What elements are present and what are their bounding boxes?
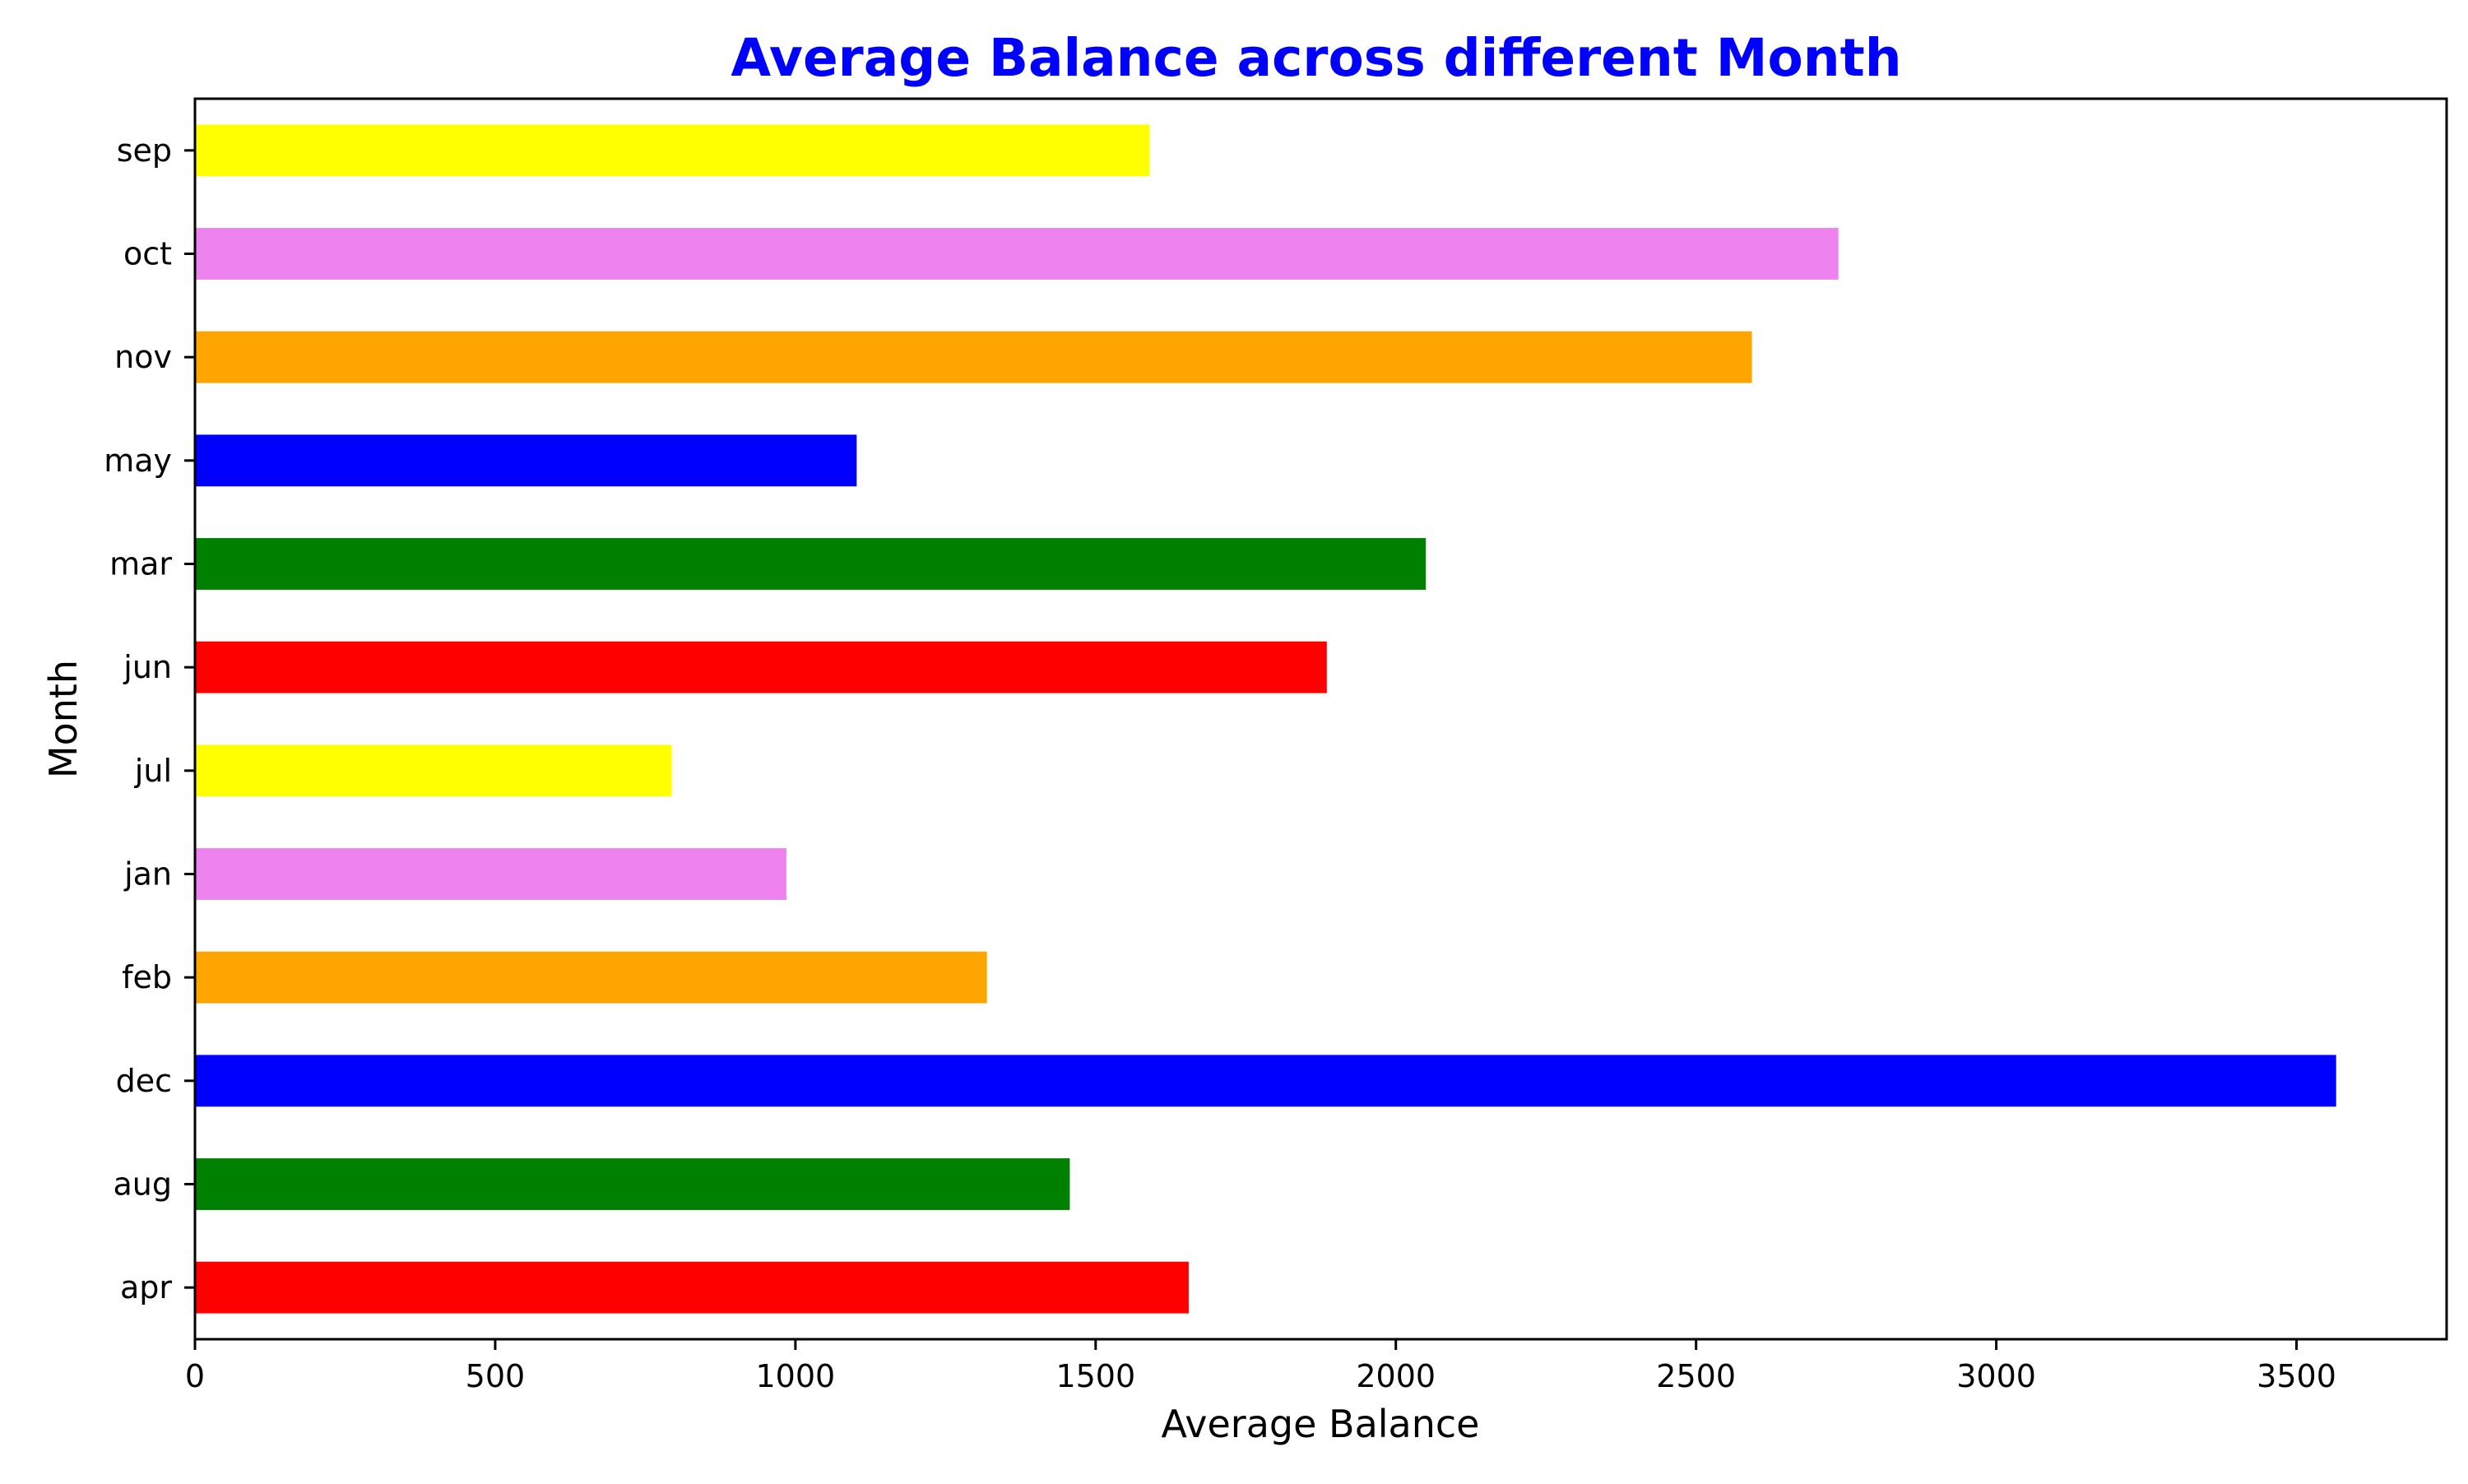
x-tick-label-500: 500 [466,1358,526,1394]
bar-may [195,434,857,487]
bar-oct [195,228,1839,280]
bar-jun [195,641,1327,693]
y-tick-label-aug: aug [114,1166,173,1203]
y-tick-label-oct: oct [123,236,172,272]
x-axis-label: Average Balance [1162,1402,1480,1446]
x-axis-ticks: 0 500 1000 1500 2000 2500 3000 3500 [185,1339,2336,1394]
bar-aug [195,1158,1070,1210]
y-axis-label: Month [41,660,86,778]
bar-sep [195,124,1150,177]
bar-mar [195,538,1427,590]
y-tick-label-mar: mar [109,546,172,582]
chart-title: Average Balance across different Month [731,28,1901,88]
y-tick-label-jul: jul [134,753,172,789]
y-tick-label-feb: feb [122,959,172,995]
y-tick-label-sep: sep [117,132,172,169]
x-tick-label-2500: 2500 [1656,1358,1736,1394]
x-tick-label-2000: 2000 [1356,1358,1436,1394]
bar-dec [195,1055,2336,1107]
bars-layer [195,124,2336,1314]
y-axis-ticks: apr aug dec feb jan jul jun mar may nov oct sep [104,132,195,1305]
x-tick-label-1000: 1000 [756,1358,836,1394]
bar-apr [195,1261,1189,1314]
x-tick-label-1500: 1500 [1055,1358,1135,1394]
plot-frame [193,97,2448,1341]
y-tick-label-nov: nov [114,339,172,375]
bar-jan [195,848,786,900]
bar-jul [195,744,672,797]
y-tick-label-jun: jun [123,649,172,685]
x-tick-label-3500: 3500 [2257,1358,2336,1394]
y-tick-label-dec: dec [116,1063,172,1099]
x-tick-label-0: 0 [185,1358,205,1394]
x-tick-label-3000: 3000 [1956,1358,2036,1394]
y-tick-label-may: may [104,443,172,479]
y-tick-label-apr: apr [120,1269,172,1305]
bar-nov [195,331,1752,383]
y-tick-label-jan: jan [123,856,172,893]
bar-feb [195,951,987,1004]
